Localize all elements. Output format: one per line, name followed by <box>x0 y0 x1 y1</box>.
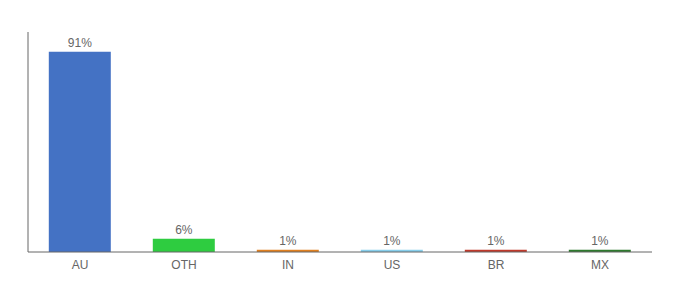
svg-text:BR: BR <box>488 258 505 272</box>
svg-text:6%: 6% <box>175 223 193 237</box>
svg-text:1%: 1% <box>487 234 505 248</box>
svg-text:1%: 1% <box>591 234 609 248</box>
svg-text:OTH: OTH <box>171 258 196 272</box>
svg-text:1%: 1% <box>383 234 401 248</box>
svg-text:IN: IN <box>282 258 294 272</box>
svg-text:91%: 91% <box>68 36 92 50</box>
svg-text:1%: 1% <box>279 234 297 248</box>
svg-text:MX: MX <box>591 258 609 272</box>
svg-text:AU: AU <box>72 258 89 272</box>
svg-text:US: US <box>384 258 401 272</box>
